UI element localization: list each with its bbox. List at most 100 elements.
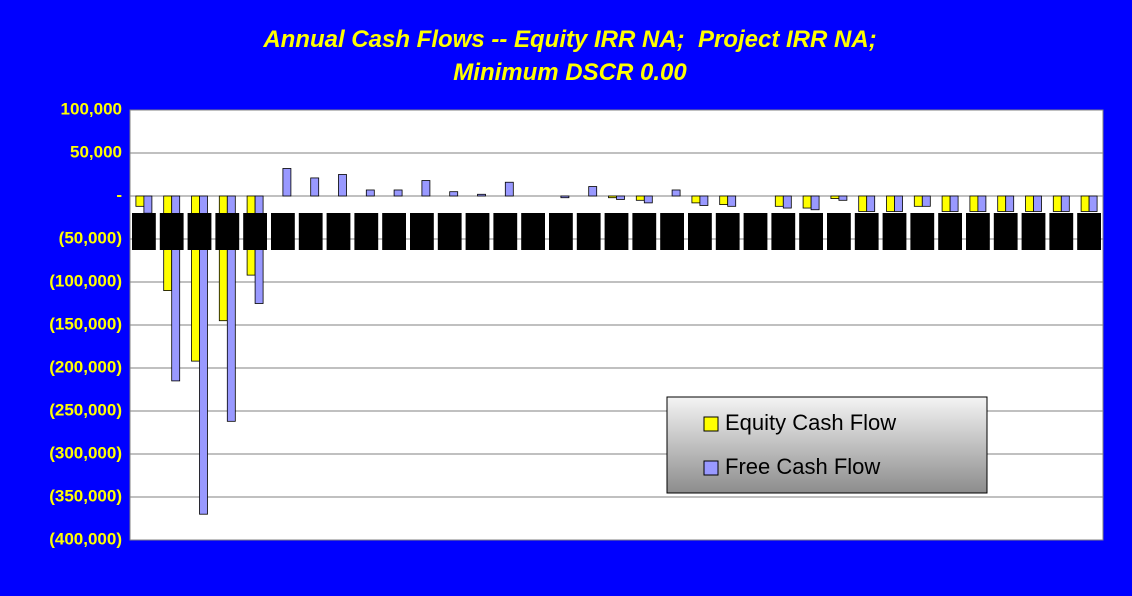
legend-swatch [703,416,719,432]
redacted-label [354,213,379,250]
bar [671,189,681,197]
bar [1080,195,1090,212]
chart-title: Annual Cash Flows -- Equity IRR NA; Proj… [262,26,876,53]
y-tick-label: (200,000) [49,357,122,376]
bar [1033,195,1042,212]
redacted-label [632,213,657,250]
bar [838,195,848,201]
bar [969,195,979,212]
redacted-label [243,213,267,250]
legend [666,396,988,494]
bar [1088,195,1098,212]
y-tick-label: (100,000) [49,271,122,290]
bar [1025,195,1034,212]
bar [941,195,951,212]
redacted-label [326,213,351,250]
legend-swatch [703,460,719,476]
redacted-label [799,213,823,250]
bar [1052,195,1062,212]
redacted-label [743,213,768,250]
redacted-label [604,213,629,250]
bar [608,195,617,199]
bar [691,195,701,204]
y-tick-label: 100,000 [61,99,122,118]
bar [226,195,236,422]
redacted-label [966,213,990,250]
bar [727,195,737,207]
y-tick-label: (50,000) [59,228,122,247]
redacted-label [159,213,184,250]
bar [949,195,959,212]
bar [588,186,598,197]
redacted-label [1077,213,1101,250]
y-tick-label: (250,000) [49,400,122,419]
redacted-label [465,213,490,250]
redacted-label [771,213,796,250]
redacted-label [576,213,601,250]
y-tick-label: (350,000) [49,486,122,505]
bar [310,177,320,197]
redacted-label [993,213,1018,250]
redacted-label [382,213,406,250]
legend-label: Free Cash Flow [725,454,880,479]
bar [338,174,347,197]
redacted-label [271,213,295,250]
bar [886,195,895,212]
bar [719,195,729,205]
redacted-label [938,213,962,250]
bar [199,195,208,515]
bar [365,189,375,197]
redacted-label [1021,213,1046,250]
y-tick-label: (150,000) [49,314,122,333]
redacted-label [882,213,907,250]
redacted-label [827,213,851,250]
bar [866,195,876,212]
redacted-label [410,213,434,250]
bar [699,195,709,206]
bar [977,195,987,212]
y-tick-label: (300,000) [49,443,122,462]
bar [774,195,784,207]
bar [449,191,459,197]
bar [135,195,145,207]
bar [171,195,181,382]
bar [560,195,570,199]
bar [421,180,431,197]
bar [143,195,153,214]
bar [616,195,625,200]
redacted-label [298,213,323,250]
redacted-label [549,213,573,250]
bar [477,193,486,197]
bar [282,168,292,197]
redacted-label [437,213,462,250]
redacted-label [132,213,156,250]
bar [782,195,792,209]
bar [997,195,1007,212]
redacted-label [854,213,879,250]
redacted-label [521,213,545,250]
bar [921,195,931,207]
bar [635,195,645,201]
y-tick-label: 50,000 [70,142,122,161]
bar [393,189,403,197]
bar [810,195,820,211]
bar [858,195,868,212]
bar [1005,195,1015,212]
redacted-label [660,213,684,250]
y-tick-label: - [116,185,122,204]
bar [802,195,812,209]
redacted-label [493,213,518,250]
redacted-label [910,213,935,250]
y-tick-label: (400,000) [49,529,122,548]
redacted-label [187,213,212,250]
bar [830,195,840,199]
bar [894,195,903,212]
bar [913,195,923,207]
chart-title: Minimum DSCR 0.00 [453,59,687,86]
redacted-label [1049,213,1074,250]
redacted-label [688,213,712,250]
bar [1060,195,1070,212]
bar [643,195,653,204]
legend-label: Equity Cash Flow [725,410,896,435]
